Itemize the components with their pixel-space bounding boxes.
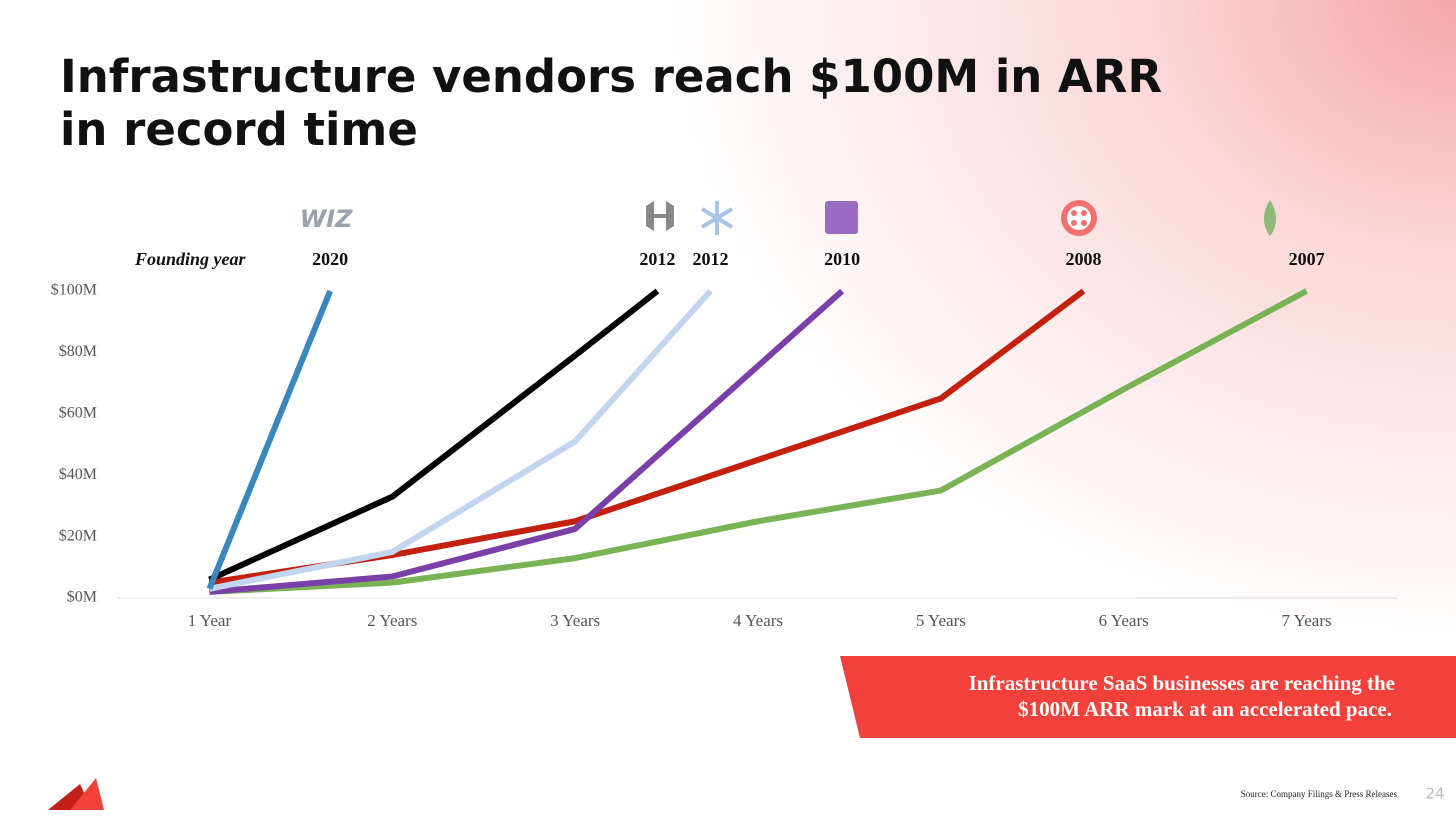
y-tick-label: $100M [51,282,97,299]
x-tick-label: 7 Years [1282,611,1332,630]
twilio-logo [1061,200,1097,236]
brand-mark [70,778,104,810]
title-line: Infrastructure vendors reach $100M in AR… [60,50,1162,103]
callout-box [840,656,1456,738]
x-tick-label: 5 Years [916,611,966,630]
founding-label: Founding year [134,249,247,269]
y-tick-label: $80M [59,343,97,360]
callout-text: Infrastructure SaaS businesses are reach… [969,671,1395,695]
founding-year: 2007 [1289,249,1325,269]
y-tick-label: $20M [59,527,97,544]
series-line [208,288,660,583]
y-tick-label: $0M [67,589,97,606]
x-tick-label: 6 Years [1099,611,1149,630]
founding-year: 2012 [692,249,728,269]
x-tick-label: 4 Years [733,611,783,630]
founding-year: 2012 [639,249,675,269]
logos [646,200,1276,236]
datadog-logo [825,201,858,234]
series-line [206,289,333,590]
logo-text: WIZ [300,205,353,233]
series-line [208,288,713,592]
x-tick-label: 3 Years [550,611,600,630]
y-tick-label: $40M [59,466,97,483]
series-line [209,288,845,595]
source: Source: Company Filings & Press Releases [1241,789,1398,799]
callout-text: $100M ARR mark at an accelerated pace. [1018,697,1392,721]
series-line [208,288,1086,586]
x-tick-label: 2 Years [367,611,417,630]
series-line [209,288,1308,595]
page-number: 24 [1425,785,1444,803]
title-line: in record time [60,103,418,156]
snowflake-logo [700,201,734,235]
founding-year: 2010 [824,249,860,269]
y-tick-label: $60M [59,404,97,421]
mongodb-logo [1264,200,1276,236]
founding-year: 2008 [1065,249,1101,269]
founding-year: 2020 [312,249,348,269]
hashicorp-logo [646,201,674,231]
x-tick-label: 1 Year [188,611,232,630]
